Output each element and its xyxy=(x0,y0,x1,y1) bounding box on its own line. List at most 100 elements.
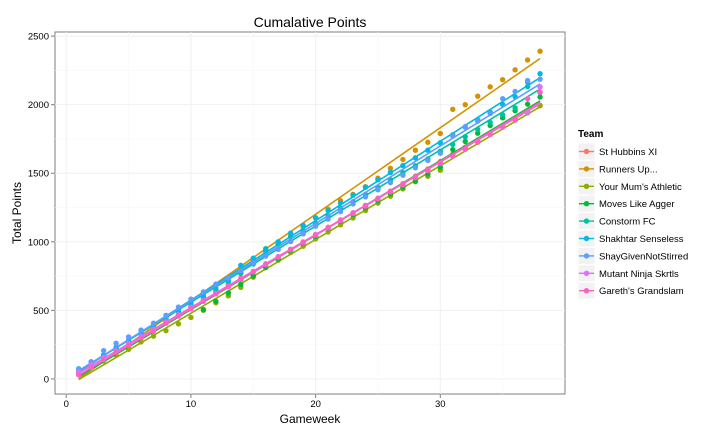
data-point xyxy=(362,184,369,190)
data-point xyxy=(375,186,381,193)
data-point xyxy=(163,327,169,334)
data-point xyxy=(475,118,481,124)
data-point xyxy=(225,284,232,290)
y-axis-label: Total Points xyxy=(10,182,24,244)
y-tick-label: 1500 xyxy=(28,169,49,180)
y-tick-label: 2500 xyxy=(28,32,49,43)
data-point xyxy=(475,93,481,99)
data-point xyxy=(412,174,419,181)
data-point xyxy=(537,84,543,90)
legend-key-point xyxy=(583,148,590,155)
data-point xyxy=(275,239,281,245)
data-point xyxy=(200,306,207,313)
data-point xyxy=(138,327,144,333)
data-point xyxy=(499,77,506,83)
data-point xyxy=(400,162,406,169)
data-point xyxy=(188,296,194,302)
data-point xyxy=(238,268,244,274)
data-point xyxy=(75,372,82,378)
data-point xyxy=(125,334,132,340)
data-point xyxy=(512,88,518,95)
data-point xyxy=(425,157,431,164)
x-tick-label: 10 xyxy=(186,399,197,410)
data-point xyxy=(375,177,381,183)
legend-item: Your Mum's Athletic xyxy=(577,177,682,196)
y-tick-label: 0 xyxy=(44,374,49,385)
x-tick-label: 20 xyxy=(310,399,321,410)
data-point xyxy=(362,203,369,209)
data-point xyxy=(512,67,518,73)
legend-key-point xyxy=(583,253,590,259)
data-point xyxy=(163,312,169,318)
legend-item: Shakhtar Senseless xyxy=(577,229,684,248)
legend-key-point xyxy=(583,201,590,207)
data-point xyxy=(537,89,543,95)
data-point xyxy=(213,291,219,297)
series-trend-line xyxy=(78,106,541,381)
data-point xyxy=(100,357,107,363)
legend-label: Runners Up... xyxy=(599,164,658,175)
data-point xyxy=(113,340,119,346)
data-point xyxy=(425,139,431,145)
legend-label: Shakhtar Senseless xyxy=(599,234,684,245)
data-point xyxy=(387,165,394,171)
data-point xyxy=(412,155,419,161)
legend-label: Your Mum's Athletic xyxy=(599,182,682,193)
data-point xyxy=(537,70,543,77)
legend-key-point xyxy=(583,218,590,224)
data-point xyxy=(512,105,518,111)
data-point xyxy=(300,222,306,229)
legend: Team St Hubbins XI Runners Up... Your Mum'… xyxy=(577,129,688,300)
data-point xyxy=(325,216,331,222)
data-point xyxy=(238,262,244,269)
series-group xyxy=(75,89,543,378)
data-point xyxy=(225,275,232,281)
data-point xyxy=(450,141,456,148)
legend-label: Gareth's Grandslam xyxy=(599,286,684,297)
data-point xyxy=(300,231,306,237)
data-point xyxy=(213,281,219,287)
data-point xyxy=(88,364,94,371)
legend-label: Moves Like Agger xyxy=(599,199,675,210)
legend-key-point xyxy=(583,270,590,276)
data-point xyxy=(175,313,182,319)
legend-title: Team xyxy=(578,129,603,140)
data-point xyxy=(287,230,294,236)
data-point xyxy=(325,225,331,231)
data-point xyxy=(537,94,543,100)
legend-label: St Hubbins XI xyxy=(599,147,657,158)
legend-key-point xyxy=(583,166,590,172)
data-point xyxy=(450,153,456,159)
data-point xyxy=(487,110,493,117)
data-point xyxy=(400,172,406,178)
data-point xyxy=(312,223,319,229)
data-point xyxy=(437,164,444,170)
data-point xyxy=(375,196,381,202)
data-point xyxy=(275,254,281,260)
data-point xyxy=(213,298,219,305)
data-point xyxy=(412,165,419,171)
y-tick-label: 500 xyxy=(33,306,49,317)
data-point xyxy=(200,289,207,295)
data-point xyxy=(450,133,456,139)
data-point xyxy=(462,138,468,145)
data-point xyxy=(150,320,157,326)
data-point xyxy=(263,253,269,259)
legend-label: Constorm FC xyxy=(599,217,656,228)
data-point xyxy=(475,126,481,133)
data-point xyxy=(275,246,281,253)
data-point xyxy=(175,304,182,310)
series-group xyxy=(75,76,543,373)
data-point xyxy=(263,247,269,253)
data-point xyxy=(163,320,169,326)
data-point xyxy=(524,57,531,63)
data-point xyxy=(462,146,468,152)
data-point xyxy=(188,314,194,321)
x-tick-label: 30 xyxy=(435,399,446,410)
data-point xyxy=(350,201,356,207)
data-point xyxy=(150,328,157,334)
data-point xyxy=(175,321,182,327)
legend-item: ShayGivenNotStirred xyxy=(577,246,688,265)
data-point xyxy=(437,140,444,146)
data-point xyxy=(400,156,406,163)
